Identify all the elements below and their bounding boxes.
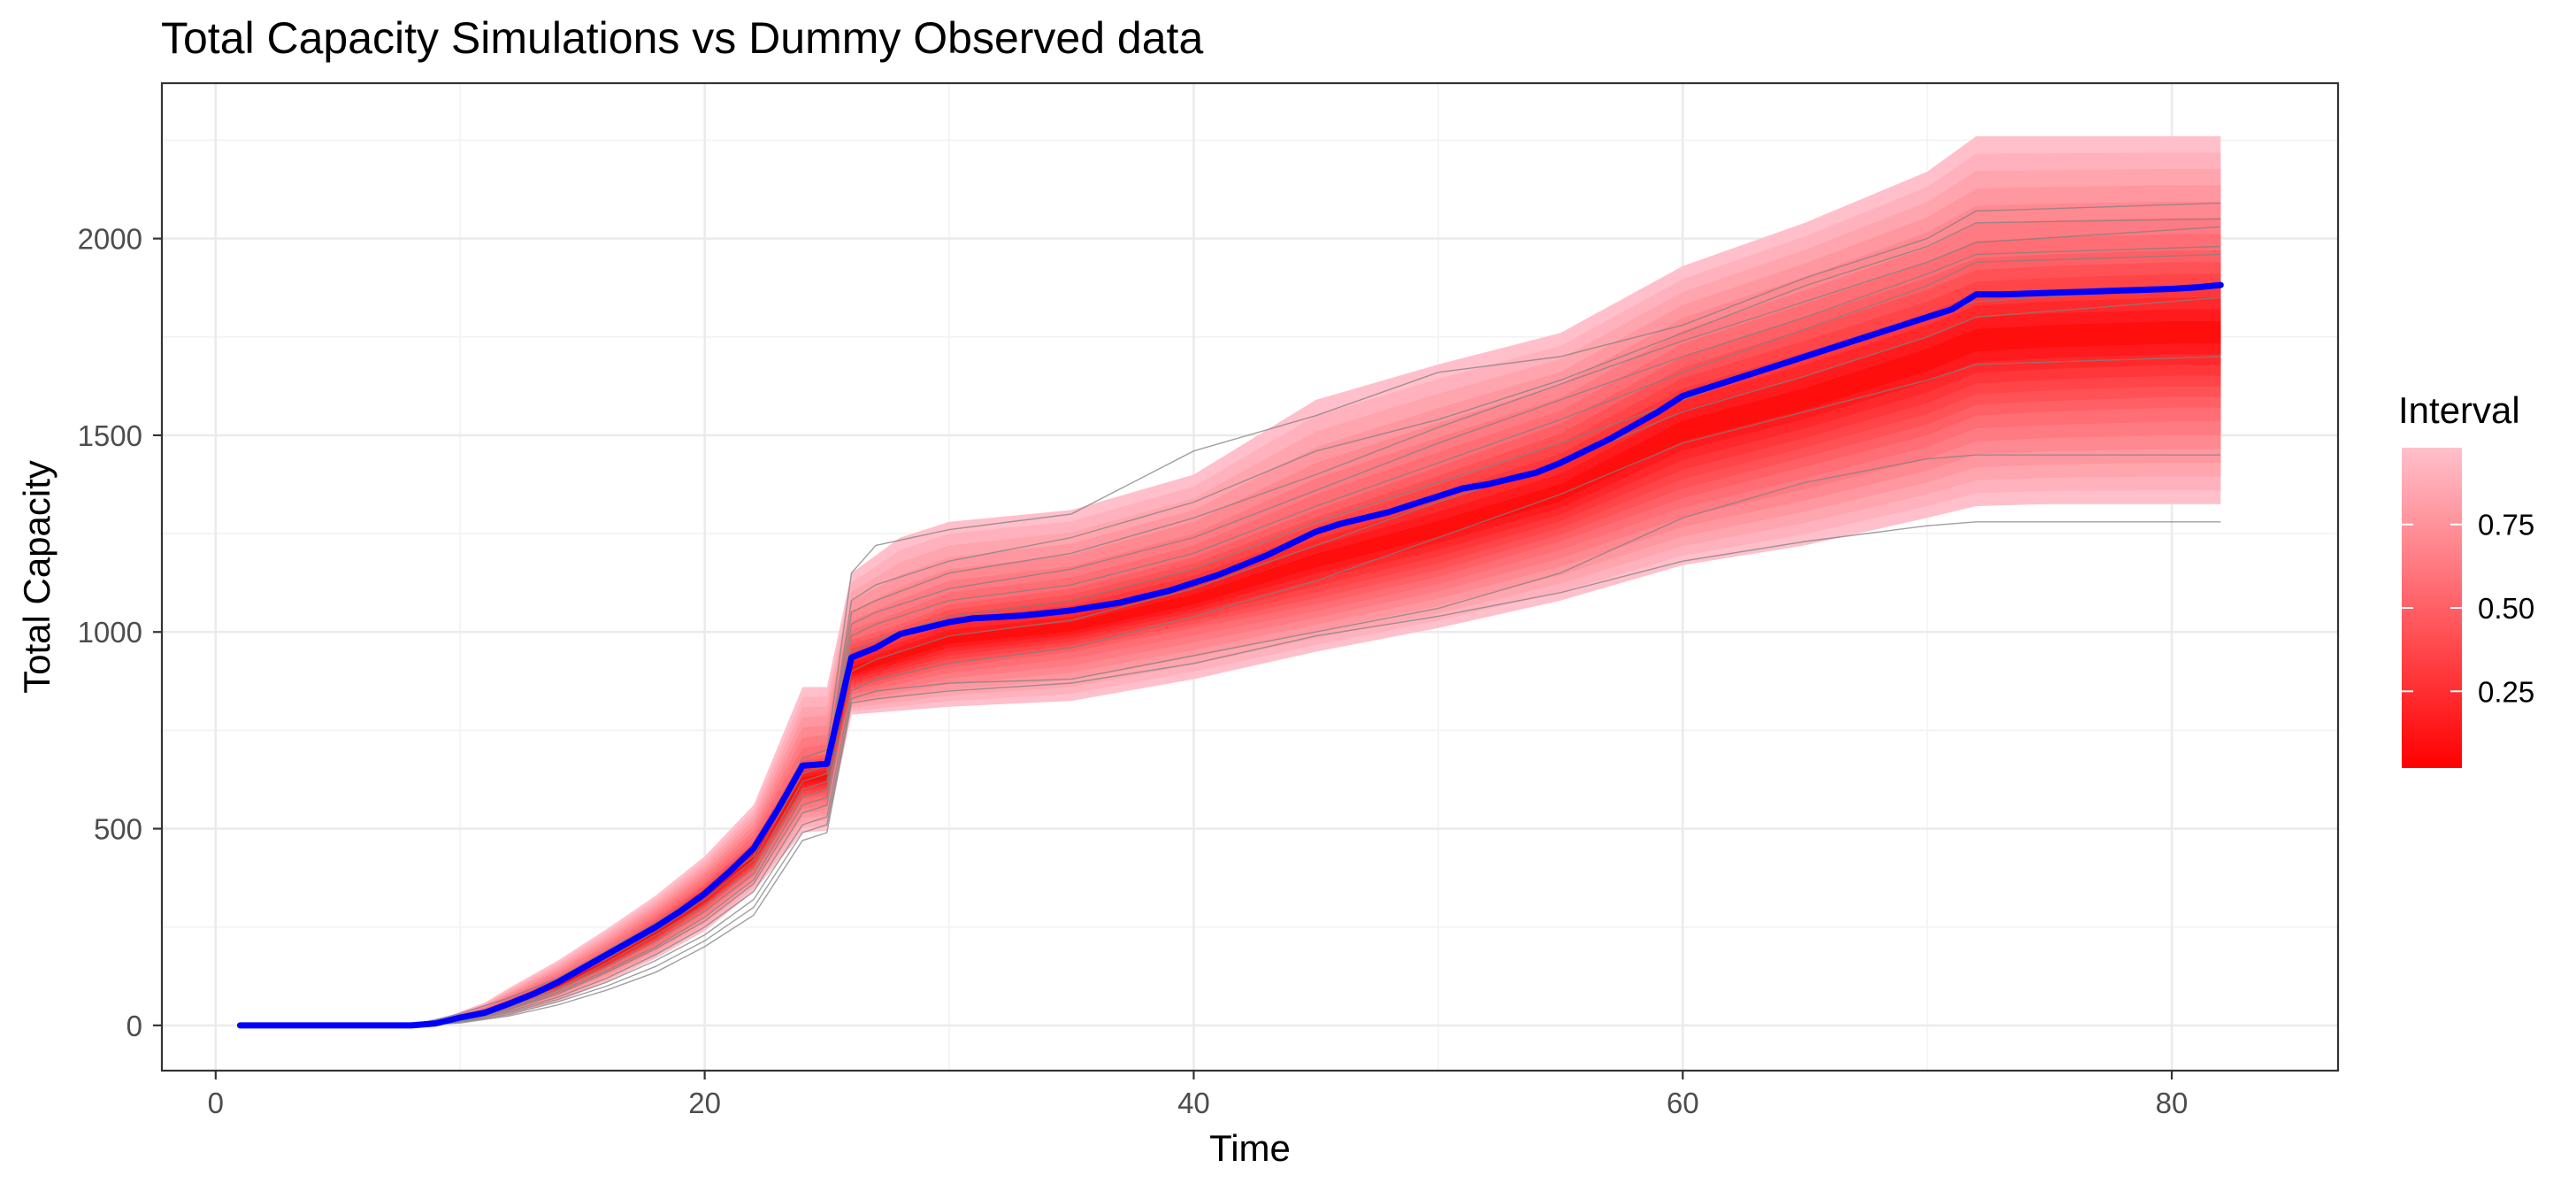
plot-border (160, 81, 2340, 1072)
y-tick-label: 1000 (78, 616, 142, 649)
chart-title: Total Capacity Simulations vs Dummy Obse… (161, 13, 1203, 63)
band-layer (240, 297, 2221, 1026)
x-tick-label: 60 (1667, 1087, 1699, 1119)
y-tick-label: 1500 (78, 419, 142, 452)
band-layer (240, 273, 2221, 1026)
simulation-line (240, 226, 2221, 1026)
y-tick-label: 500 (94, 813, 142, 846)
simulation-line (240, 454, 2221, 1026)
y-axis: 0 500 1000 1500 2000 (78, 223, 162, 1042)
simulation-line (240, 521, 2221, 1026)
simulation-line (240, 253, 2221, 1026)
legend-tick-label: 0.50 (2478, 592, 2534, 625)
simulation-line (240, 245, 2221, 1026)
simulation-lines (240, 202, 2221, 1026)
x-axis: 0 20 40 60 80 (208, 1071, 2189, 1119)
x-axis-label: Time (1209, 1127, 1291, 1169)
simulation-line (240, 202, 2221, 1026)
legend-tick-label: 0.75 (2478, 509, 2534, 542)
legend-title: Interval (2398, 389, 2520, 431)
legend-tick-label: 0.25 (2478, 675, 2534, 708)
observed-line (236, 281, 2224, 1029)
simulation-line (240, 296, 2221, 1026)
x-tick-label: 40 (1177, 1087, 1210, 1119)
y-tick-label: 0 (126, 1010, 142, 1042)
y-tick-label: 2000 (78, 223, 142, 256)
x-tick-label: 0 (208, 1087, 224, 1119)
observed-lines (236, 281, 2224, 1029)
legend-ticks: 0.25 0.50 0.75 (2402, 509, 2534, 708)
y-axis-label: Total Capacity (16, 460, 58, 694)
simulation-line (240, 356, 2221, 1026)
legend: Interval 0.25 0.50 0.75 (2398, 389, 2534, 768)
x-tick-label: 80 (2156, 1087, 2189, 1119)
x-tick-label: 20 (688, 1087, 721, 1119)
